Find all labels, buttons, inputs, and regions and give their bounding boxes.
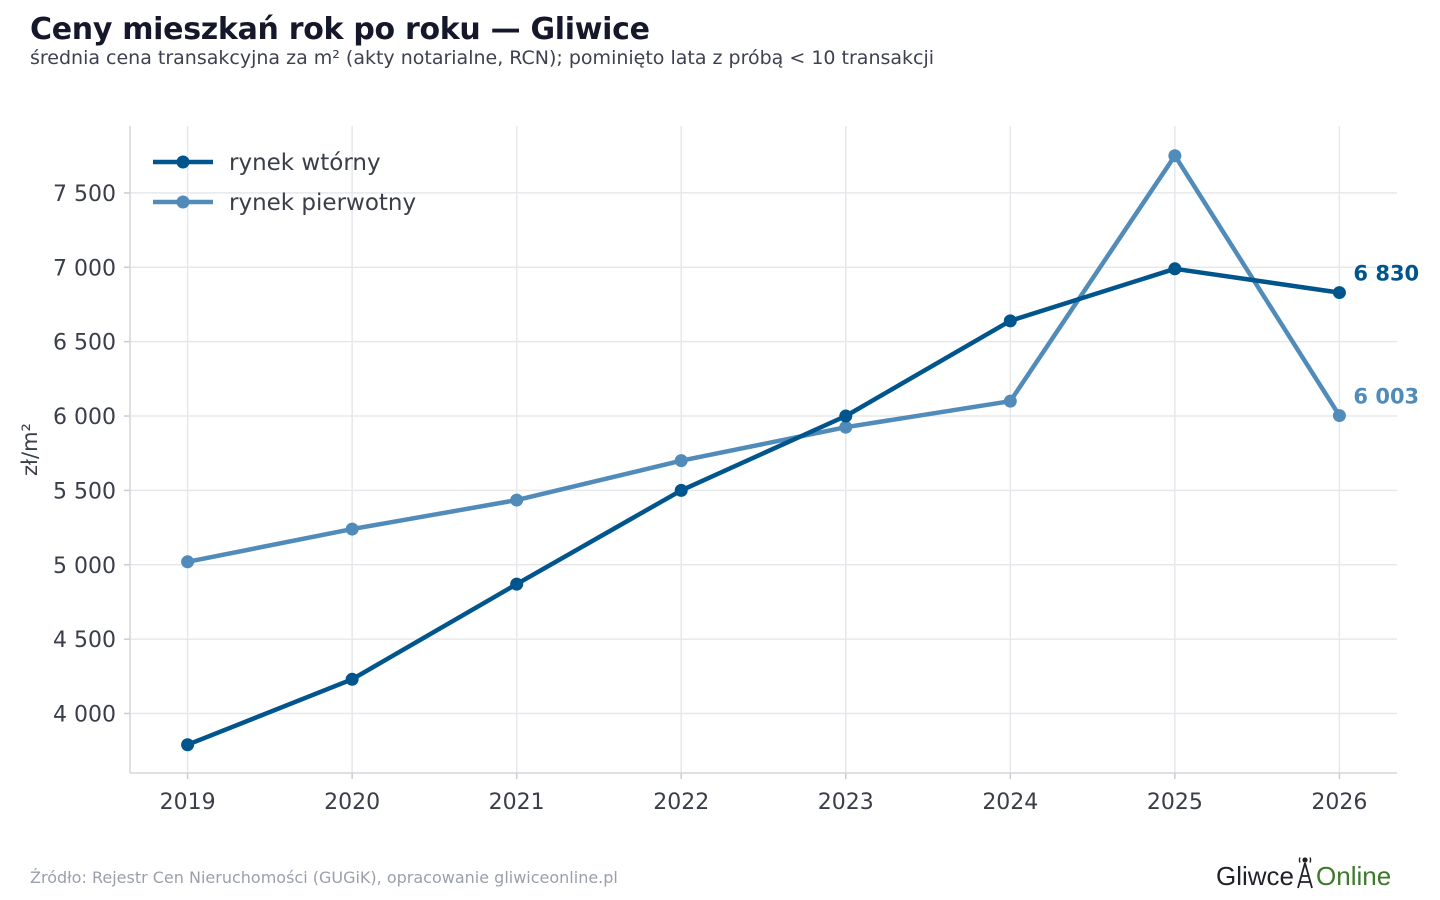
y-tick-label: 7 500: [53, 182, 116, 207]
legend-marker: [176, 155, 190, 169]
y-tick-label: 5 000: [53, 554, 116, 579]
data-point: [1003, 394, 1017, 408]
grid: [130, 126, 1397, 773]
data-point: [1332, 409, 1346, 423]
data-point: [181, 738, 195, 752]
y-tick-label: 6 500: [53, 331, 116, 356]
data-point: [1168, 262, 1182, 276]
data-point: [510, 577, 524, 591]
chart-subtitle: średnia cena transakcyjna za m² (akty no…: [30, 47, 935, 69]
brand-logo: Gliwce Online: [1216, 856, 1391, 892]
data-point: [1168, 149, 1182, 163]
legend-label: rynek wtórny: [229, 150, 381, 176]
x-tick-label: 2020: [324, 790, 380, 815]
y-axis-label: zł/m²: [18, 423, 42, 476]
x-tick-label: 2023: [818, 790, 874, 815]
data-point: [839, 409, 853, 423]
x-tick-label: 2025: [1147, 790, 1203, 815]
x-tick-label: 2019: [160, 790, 216, 815]
y-tick-label: 7 000: [53, 256, 116, 281]
brand-text-part2: Online: [1316, 861, 1392, 891]
data-point: [674, 483, 688, 497]
end-value-label: 6 003: [1353, 385, 1419, 409]
data-point: [1003, 314, 1017, 328]
radio-tower-icon: [1297, 857, 1313, 889]
end-value-label: 6 830: [1353, 262, 1419, 286]
data-point: [674, 454, 688, 468]
axes: 2019 2020 2021 2022 2023 2024 2025 2026 4 000 4 5…: [18, 126, 1397, 815]
data-point: [181, 555, 195, 569]
data-point: [510, 493, 524, 507]
series-line-secondary: [186, 266, 1340, 747]
x-tick-label: 2021: [489, 790, 545, 815]
x-tick-label: 2022: [653, 790, 709, 815]
y-tick-label: 5 500: [53, 479, 116, 504]
legend-label: rynek pierwotny: [229, 190, 416, 216]
y-tick-label: 6 000: [53, 405, 116, 430]
x-tick-label: 2024: [982, 790, 1038, 815]
y-tick-label: 4 500: [53, 628, 116, 653]
legend-marker: [176, 195, 190, 209]
source-note: Źródło: Rejestr Cen Nieruchomości (GUGiK…: [30, 868, 618, 887]
chart-title: Ceny mieszkań rok po roku — Gliwice: [30, 12, 650, 47]
x-tick-label: 2026: [1311, 790, 1367, 815]
data-point: [1332, 286, 1346, 300]
brand-text-part1: Gliwce: [1216, 861, 1295, 891]
data-point: [345, 672, 359, 686]
y-tick-label: 4 000: [53, 703, 116, 728]
series: 6 003 6 830: [181, 149, 1419, 752]
data-point: [345, 522, 359, 536]
legend: rynek wtórny rynek pierwotny: [153, 150, 416, 216]
series-line-primary: [187, 153, 1342, 565]
data-point: [839, 420, 853, 434]
